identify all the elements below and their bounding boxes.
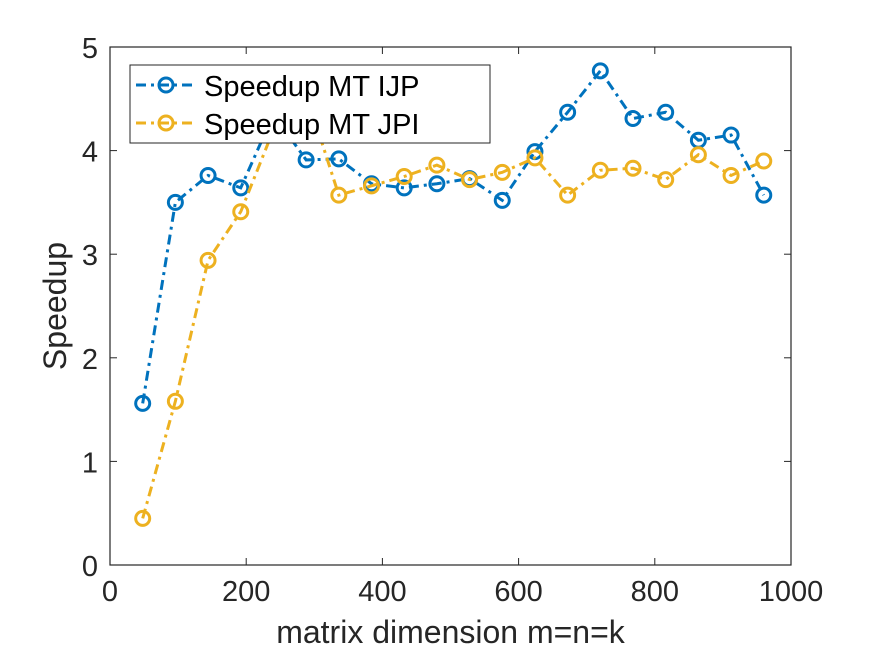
y-tick-label-2: 2 [82, 344, 98, 376]
legend-entry-ijp: Speedup MT IJP [136, 71, 419, 103]
y-tick-label-4: 4 [82, 137, 98, 169]
data-point-1-1 [166, 392, 184, 410]
legend-entry-jpi: Speedup MT JPI [136, 109, 419, 141]
y-tick-label-5: 5 [82, 33, 98, 65]
axes-layer [109, 46, 792, 566]
data-point-1-13 [559, 186, 577, 204]
data-point-1-6 [330, 186, 348, 204]
data-point-1-18 [722, 166, 740, 184]
data-point-0-8 [395, 179, 413, 197]
x-tick-label-4: 800 [631, 576, 679, 608]
data-point-1-17 [689, 146, 707, 164]
y-axis-label: Speedup [37, 242, 73, 370]
data-point-1-11 [493, 163, 511, 181]
legend-box [129, 64, 491, 144]
x-tick-label-3: 600 [494, 576, 542, 608]
data-point-1-2 [199, 251, 217, 269]
data-point-1-19 [755, 152, 773, 170]
data-point-0-2 [199, 166, 217, 184]
data-point-0-11 [493, 191, 511, 209]
x-tick-label-0: 0 [102, 576, 118, 608]
x-tick-label-1: 200 [222, 576, 270, 608]
data-point-1-9 [428, 156, 446, 174]
data-point-1-7 [363, 177, 381, 195]
data-point-0-19 [755, 186, 773, 204]
data-point-0-1 [166, 193, 184, 211]
data-point-1-8 [395, 168, 413, 185]
data-point-0-16 [657, 103, 675, 121]
data-point-1-16 [657, 171, 675, 189]
data-point-0-18 [722, 126, 740, 144]
x-tick-label-2: 400 [358, 576, 406, 608]
data-point-0-13 [559, 103, 577, 121]
legend-label-ijp: Speedup MT IJP [204, 71, 419, 103]
data-point-1-3 [232, 203, 250, 221]
y-tick-label-3: 3 [82, 240, 98, 272]
x-tick-label-5: 1000 [759, 576, 824, 608]
y-tick-label-1: 1 [82, 447, 98, 479]
data-point-1-0 [134, 509, 152, 527]
data-point-0-14 [591, 62, 609, 80]
legend-marker-jpi [157, 114, 175, 132]
data-point-0-9 [428, 175, 446, 193]
legend-marker-ijp [157, 76, 175, 94]
x-axis-label: matrix dimension m=n=k [276, 614, 626, 650]
data-point-0-15 [624, 109, 642, 127]
ticks-layer: 0 200 400 600 800 1000 0 1 2 3 4 5 [82, 33, 823, 608]
legend-label-jpi: Speedup MT JPI [204, 109, 419, 141]
axes-box [109, 46, 792, 566]
data-point-0-6 [330, 150, 348, 168]
y-tick-label-0: 0 [82, 551, 98, 583]
data-point-1-14 [591, 161, 609, 179]
data-point-0-0 [134, 394, 152, 412]
legend: Speedup MT IJP Speedup MT JPI [129, 64, 491, 144]
data-point-1-15 [624, 159, 642, 177]
data-point-1-10 [461, 171, 479, 189]
data-point-0-3 [232, 179, 250, 197]
data-point-1-12 [526, 149, 544, 167]
data-point-0-5 [297, 151, 315, 169]
